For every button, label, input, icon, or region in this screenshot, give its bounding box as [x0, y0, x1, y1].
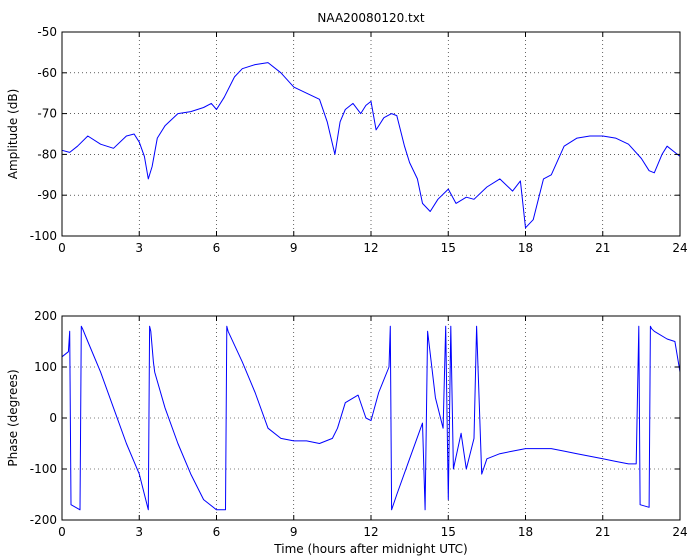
- amplitude-y-tick-label: -100: [30, 229, 57, 243]
- phase-y-tick-label: -100: [30, 462, 57, 476]
- chart-title: NAA20080120.txt: [317, 11, 424, 25]
- amplitude-x-tick-label: 12: [363, 241, 378, 255]
- amplitude-y-tick-label: -90: [37, 188, 57, 202]
- amplitude-series: [61, 62, 681, 229]
- amplitude-x-tick-label: 3: [135, 241, 143, 255]
- amplitude-y-tick-label: -70: [37, 107, 57, 121]
- amplitude-x-tick-label: 21: [595, 241, 610, 255]
- phase-x-tick-label: 0: [58, 525, 66, 539]
- amplitude-y-tick-label: -80: [37, 147, 57, 161]
- amplitude-x-tick-label: 9: [290, 241, 298, 255]
- phase-x-tick-label: 15: [441, 525, 456, 539]
- amplitude-chart: 0 3 6 9 12 15 18 21 24 -100 -90 -80 -70 -60 -50 Amplit…: [6, 25, 688, 255]
- phase-x-tick-label: 12: [363, 525, 378, 539]
- amplitude-ticks: 0 3 6 9 12 15 18 21 24 -100 -90 -80 -70 -60 -50: [30, 25, 688, 255]
- amplitude-x-tick-label: 24: [672, 241, 687, 255]
- phase-y-tick-label: 0: [49, 411, 57, 425]
- phase-chart: 0 3 6 9 12 15 18 21 24 -200 -100 0 100 200 Phase (deg…: [6, 309, 688, 556]
- amplitude-y-tick-label: -50: [37, 25, 57, 39]
- phase-x-tick-label: 9: [290, 525, 298, 539]
- phase-x-tick-label: 6: [213, 525, 221, 539]
- amplitude-y-axis-label: Amplitude (dB): [6, 89, 20, 180]
- phase-y-tick-label: 100: [34, 360, 57, 374]
- phase-y-axis-label: Phase (degrees): [6, 369, 20, 466]
- amplitude-grid: [62, 32, 680, 236]
- phase-x-tick-label: 21: [595, 525, 610, 539]
- amplitude-x-tick-label: 18: [518, 241, 533, 255]
- phase-y-tick-label: 200: [34, 309, 57, 323]
- phase-x-axis-label: Time (hours after midnight UTC): [273, 542, 467, 556]
- amplitude-x-tick-label: 15: [441, 241, 456, 255]
- amplitude-x-tick-label: 6: [213, 241, 221, 255]
- phase-y-tick-label: -200: [30, 513, 57, 527]
- amplitude-y-tick-label: -60: [37, 66, 57, 80]
- phase-x-tick-label: 24: [672, 525, 687, 539]
- amplitude-x-tick-label: 0: [58, 241, 66, 255]
- phase-grid: [62, 316, 680, 520]
- phase-series: [61, 325, 681, 511]
- phase-series-line: [61, 325, 681, 511]
- amplitude-series-line: [61, 62, 681, 229]
- phase-x-tick-label: 18: [518, 525, 533, 539]
- phase-ticks: 0 3 6 9 12 15 18 21 24 -200 -100 0 100 200: [30, 309, 688, 539]
- phase-x-tick-label: 3: [135, 525, 143, 539]
